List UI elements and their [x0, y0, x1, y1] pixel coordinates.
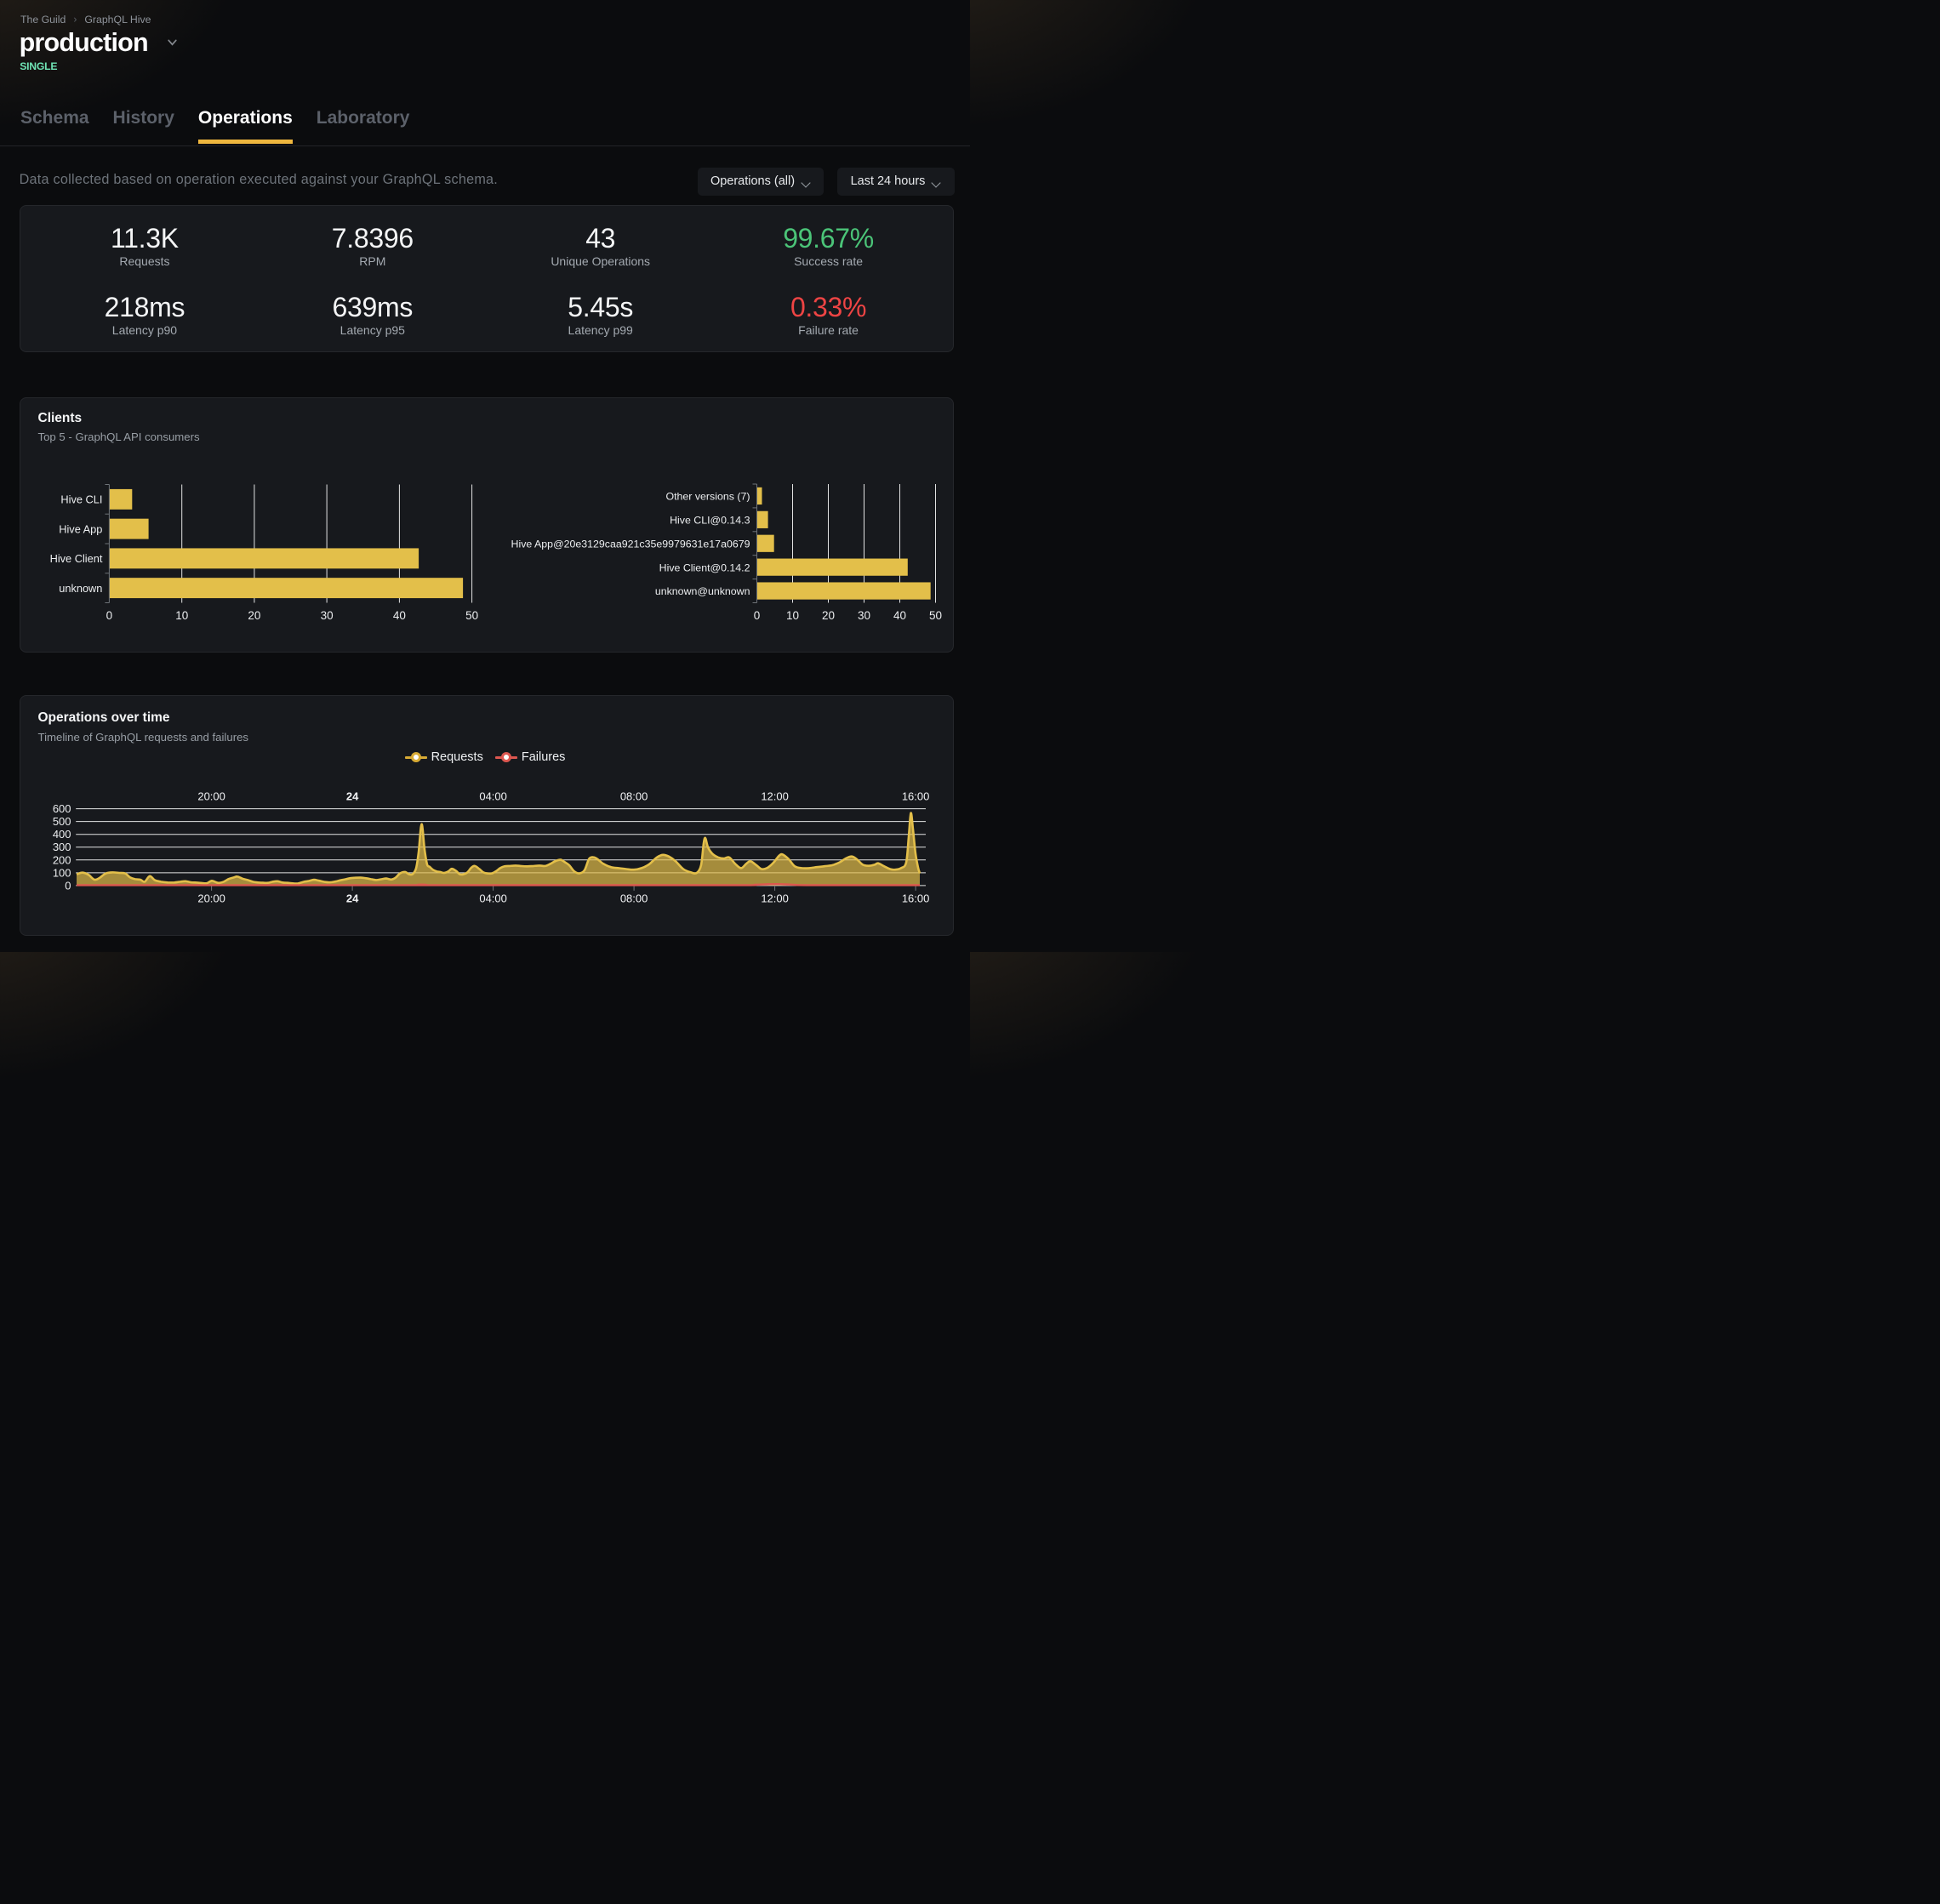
svg-text:16:00: 16:00 — [902, 790, 930, 802]
svg-text:10: 10 — [786, 608, 799, 621]
svg-text:40: 40 — [393, 608, 406, 621]
svg-text:200: 200 — [53, 853, 71, 866]
svg-text:0: 0 — [65, 879, 71, 892]
svg-text:Hive Client@0.14.2: Hive Client@0.14.2 — [659, 562, 750, 573]
svg-text:04:00: 04:00 — [479, 892, 507, 904]
svg-text:unknown: unknown — [59, 581, 102, 594]
svg-text:16:00: 16:00 — [902, 892, 930, 904]
svg-text:Hive App: Hive App — [59, 522, 102, 535]
svg-text:40: 40 — [893, 608, 906, 621]
svg-text:20: 20 — [822, 608, 835, 621]
svg-text:30: 30 — [858, 608, 870, 621]
svg-text:08:00: 08:00 — [620, 892, 648, 904]
svg-text:unknown@unknown: unknown@unknown — [655, 585, 750, 597]
svg-text:Hive Client: Hive Client — [50, 552, 103, 565]
svg-text:600: 600 — [53, 802, 71, 815]
svg-text:300: 300 — [53, 841, 71, 853]
svg-text:20:00: 20:00 — [197, 790, 225, 802]
svg-text:04:00: 04:00 — [479, 790, 507, 802]
svg-text:30: 30 — [321, 608, 334, 621]
svg-text:Other versions (7): Other versions (7) — [665, 490, 750, 502]
svg-text:20:00: 20:00 — [197, 892, 225, 904]
svg-text:50: 50 — [465, 608, 478, 621]
svg-text:24: 24 — [346, 892, 359, 904]
svg-text:08:00: 08:00 — [620, 790, 648, 802]
svg-text:100: 100 — [53, 866, 71, 879]
svg-text:50: 50 — [929, 608, 942, 621]
svg-text:Hive CLI: Hive CLI — [60, 493, 102, 505]
svg-text:10: 10 — [175, 608, 188, 621]
svg-text:12:00: 12:00 — [761, 892, 789, 904]
svg-text:0: 0 — [754, 608, 761, 621]
svg-text:500: 500 — [53, 815, 71, 828]
svg-text:400: 400 — [53, 828, 71, 841]
svg-text:0: 0 — [106, 608, 113, 621]
svg-text:Hive App@20e3129caa921c35e9979: Hive App@20e3129caa921c35e9979631e17a067… — [511, 538, 750, 550]
svg-text:24: 24 — [346, 790, 359, 802]
svg-text:20: 20 — [248, 608, 260, 621]
svg-text:Hive CLI@0.14.3: Hive CLI@0.14.3 — [670, 514, 750, 526]
svg-text:12:00: 12:00 — [761, 790, 789, 802]
